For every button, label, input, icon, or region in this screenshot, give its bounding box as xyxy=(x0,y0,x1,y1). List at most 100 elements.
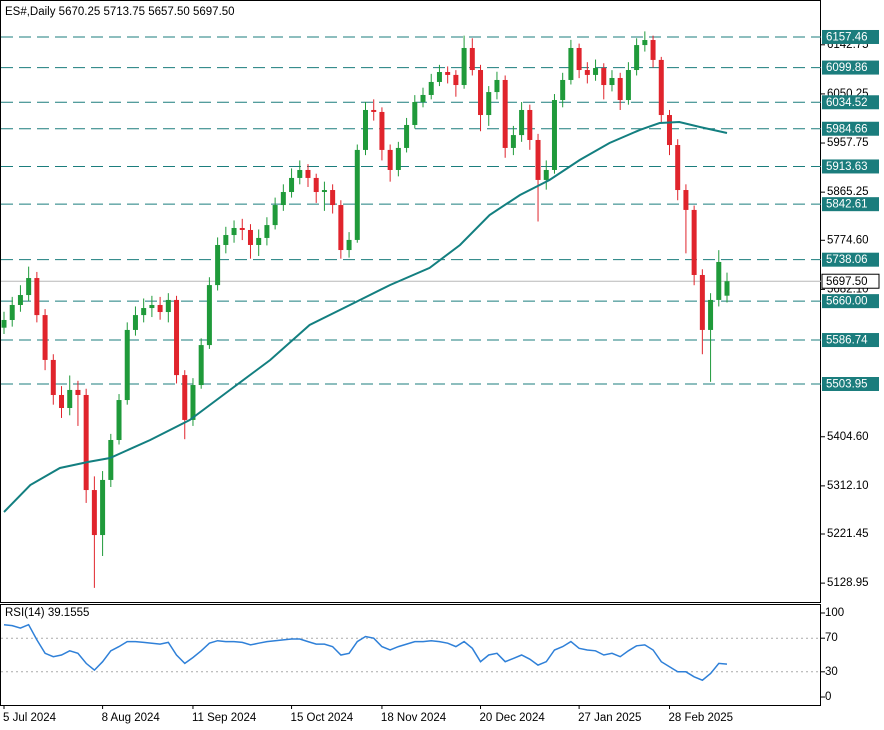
candle-body xyxy=(108,439,114,480)
y-tick-label: 70 xyxy=(825,632,838,644)
candles xyxy=(1,31,730,588)
candle-body xyxy=(50,359,56,395)
candle-body xyxy=(560,79,566,101)
candle-body xyxy=(658,59,664,116)
level-label: 5738.06 xyxy=(826,254,868,266)
candle-body xyxy=(75,389,81,395)
level-label-box xyxy=(822,333,879,348)
candle-body xyxy=(1,319,7,328)
candle-body xyxy=(453,74,459,86)
candle-body xyxy=(165,299,171,313)
candle-body xyxy=(272,205,278,226)
y-tick-label: 5221.45 xyxy=(827,528,869,540)
level-label: 6099.86 xyxy=(826,62,868,74)
level-label: 5660.00 xyxy=(826,296,868,308)
candle-body xyxy=(231,227,237,236)
candle-body xyxy=(469,47,475,71)
candle-body xyxy=(297,169,303,178)
candle-body xyxy=(691,209,697,275)
candle-body xyxy=(149,304,155,309)
level-label-box xyxy=(822,376,879,391)
x-tick-label: 15 Oct 2024 xyxy=(291,712,354,724)
level-label-box xyxy=(822,159,879,174)
candle-body xyxy=(642,40,648,46)
candle-body xyxy=(527,109,533,140)
candle-body xyxy=(190,385,196,420)
candle-body xyxy=(305,169,311,178)
candle-body xyxy=(708,299,714,330)
candle-body xyxy=(116,400,122,440)
level-label: 5586.74 xyxy=(826,335,868,347)
x-tick-label: 5 Jul 2024 xyxy=(3,712,57,724)
current-price-label: 5697.50 xyxy=(826,276,868,288)
candle-body xyxy=(551,100,557,170)
candle-body xyxy=(502,79,508,148)
candle-body xyxy=(568,47,574,80)
rsi-line xyxy=(3,623,728,682)
candle-body xyxy=(584,70,590,75)
rsi-panel-frame xyxy=(0,604,821,706)
candle-body xyxy=(593,68,599,75)
candle-body xyxy=(683,190,689,210)
level-label-box xyxy=(822,29,879,44)
candle-body xyxy=(330,190,336,206)
y-tick-label: 100 xyxy=(825,607,844,619)
candle-body xyxy=(346,239,352,251)
candle-body xyxy=(174,299,180,376)
y-tick-label: 5312.10 xyxy=(827,480,869,492)
candle-body xyxy=(83,394,89,491)
candle-body xyxy=(42,315,48,360)
level-label-box xyxy=(822,60,879,75)
candle-body xyxy=(371,109,377,112)
candle-body xyxy=(617,77,623,101)
level-label-box xyxy=(822,294,879,309)
candle-body xyxy=(239,227,245,230)
y-tick-label: 5957.75 xyxy=(827,137,869,149)
x-tick-label: 8 Aug 2024 xyxy=(102,712,161,724)
candle-body xyxy=(412,102,418,125)
candle-body xyxy=(256,237,262,245)
candle-body xyxy=(206,285,212,346)
candle-body xyxy=(675,145,681,191)
candle-body xyxy=(247,229,253,245)
candle-body xyxy=(100,479,106,536)
candle-body xyxy=(379,111,385,150)
candle-body xyxy=(519,109,525,136)
candle-body xyxy=(321,190,327,193)
candle-body xyxy=(625,70,631,101)
candle-body xyxy=(601,68,607,86)
candle-body xyxy=(404,124,410,148)
level-label-box xyxy=(822,121,879,136)
candle-body xyxy=(26,278,32,296)
current-price-box xyxy=(821,273,880,289)
candle-body xyxy=(313,177,319,193)
y-tick-label: 0 xyxy=(825,691,831,703)
chart-title: ES#,Daily 5670.25 5713.75 5657.50 5697.5… xyxy=(5,6,235,18)
candle-body xyxy=(428,81,434,95)
candle-body xyxy=(543,169,549,180)
level-label: 6157.46 xyxy=(826,32,868,44)
y-tick-label: 5774.60 xyxy=(827,234,869,246)
y-tick-label: 5404.60 xyxy=(827,431,869,443)
candle-body xyxy=(478,70,484,116)
level-label-box xyxy=(822,95,879,110)
x-tick-label: 18 Nov 2024 xyxy=(381,712,447,724)
level-label-box xyxy=(822,197,879,212)
moving-average xyxy=(3,120,728,513)
candle-body xyxy=(535,139,541,180)
y-tick-label: 30 xyxy=(825,666,838,678)
level-label: 5984.66 xyxy=(826,123,868,135)
x-tick-label: 20 Dec 2024 xyxy=(480,712,546,724)
candle-body xyxy=(486,92,492,116)
rsi-title: RSI(14) 39.1555 xyxy=(5,607,89,619)
candle-body xyxy=(141,308,147,316)
candle-body xyxy=(17,295,23,305)
candle-body xyxy=(223,235,229,245)
level-label: 5842.61 xyxy=(826,199,868,211)
candle-body xyxy=(395,147,401,170)
candle-body xyxy=(445,72,451,75)
level-label: 5913.63 xyxy=(826,161,868,173)
candle-body xyxy=(198,345,204,386)
